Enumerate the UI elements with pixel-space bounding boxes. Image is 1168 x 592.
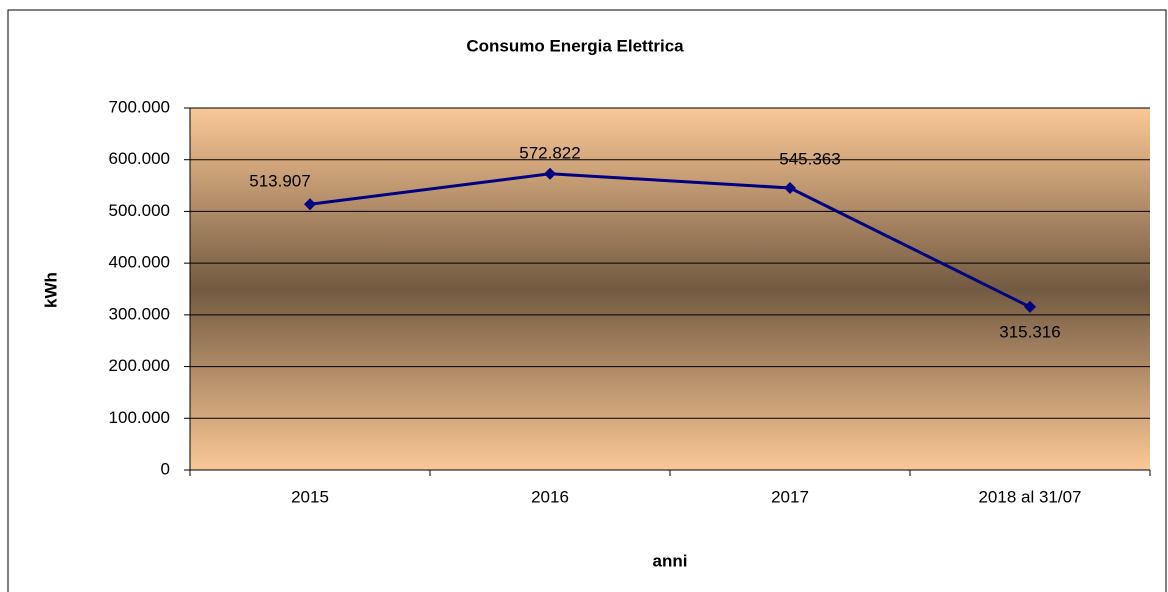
y-axis-label: kWh: [41, 272, 60, 308]
data-label: 513.907: [249, 172, 310, 191]
x-tick-label: 2016: [531, 487, 569, 506]
data-label: 315.316: [999, 322, 1060, 341]
y-tick-label: 400.000: [109, 253, 170, 272]
chart-title: Consumo Energia Elettrica: [466, 36, 684, 55]
x-tick-label: 2017: [771, 487, 809, 506]
series-line: [309, 172, 1031, 309]
y-tick-label: 500.000: [109, 201, 170, 220]
marker: [784, 181, 796, 194]
x-tick-label: 2018 al 31/07: [978, 487, 1081, 506]
y-tick-label: 100.000: [109, 408, 170, 427]
y-tick-label: 200.000: [109, 356, 170, 375]
marker: [544, 167, 556, 180]
y-tick-label: 300.000: [109, 304, 170, 323]
marker: [304, 198, 316, 211]
marker: [1024, 300, 1036, 313]
y-tick-label: 700.000: [109, 97, 170, 116]
x-tick-label: 2015: [291, 487, 329, 506]
data-label: 572.822: [519, 143, 580, 162]
plot-area: [190, 108, 1150, 470]
data-label: 545.363: [779, 149, 840, 168]
x-axis-label: anni: [653, 551, 688, 570]
y-tick-label: 600.000: [109, 149, 170, 168]
y-tick-label: 0: [161, 459, 170, 478]
